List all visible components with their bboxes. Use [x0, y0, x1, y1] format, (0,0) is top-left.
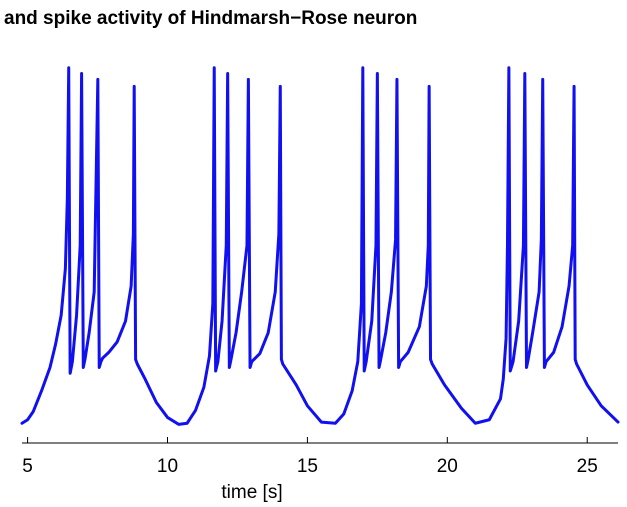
membrane-potential-line	[20, 66, 620, 426]
x-tick-label: 15	[297, 456, 318, 477]
x-tick-label: 20	[437, 456, 458, 477]
x-tick-label: 5	[22, 456, 33, 477]
x-ticks: 5 10 15 20 25	[22, 437, 598, 477]
series	[20, 66, 620, 426]
x-tick-label: 25	[577, 456, 598, 477]
chart-title: and spike activity of Hindmarsh−Rose neu…	[4, 8, 418, 29]
x-axis-label: time [s]	[221, 482, 282, 503]
x-tick-label: 10	[157, 456, 178, 477]
